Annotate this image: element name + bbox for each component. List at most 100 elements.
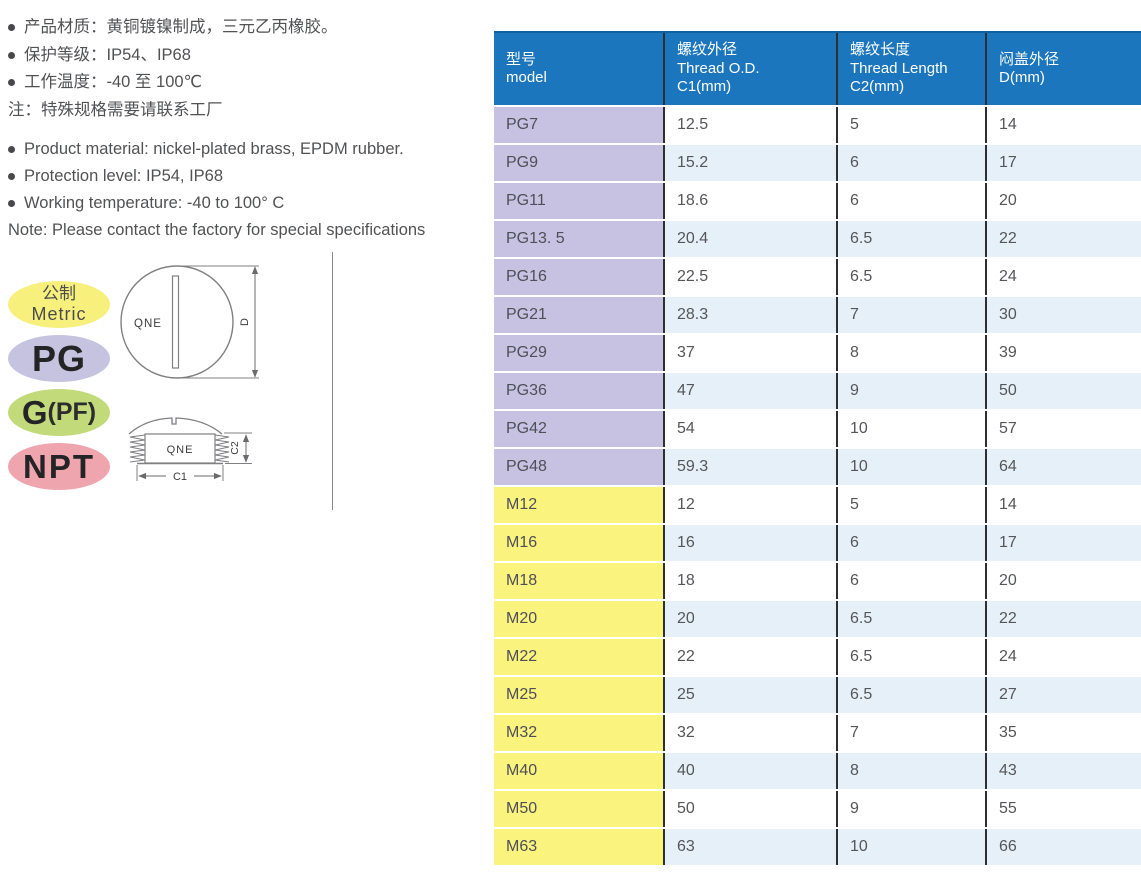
brand-label: QNE [134, 318, 162, 330]
thread-right [214, 434, 230, 463]
note-text: 保护等级：IP54、IP68 [24, 45, 191, 64]
note-line-en: Protection level: IP54, IP68 [8, 163, 425, 190]
model-cell: PG7 [494, 106, 664, 145]
c2-cell: 6 [836, 182, 986, 221]
table-row: PG48 59.3 10 64 [494, 448, 1141, 487]
c2-cell: 6 [836, 562, 986, 601]
english-notes: Product material: nickel-plated brass, E… [8, 136, 425, 244]
d-cell: 55 [985, 790, 1141, 829]
badge-gpf-paren: (PF) [47, 398, 97, 426]
badge-npt-label: NPT [23, 448, 95, 485]
side-view-drawing: C1 QNE C2 [128, 417, 252, 483]
table-row: PG36 47 9 50 [494, 372, 1141, 411]
c1-cell: 25 [663, 676, 837, 715]
bullet-icon [8, 173, 15, 181]
table-row: PG13. 5 20.4 6.5 22 [494, 220, 1141, 259]
note-line-cn: 保护等级：IP54、IP68 [8, 42, 425, 70]
model-cell: M40 [494, 752, 664, 791]
c1-cell: 12.5 [663, 106, 837, 145]
c2-cell: 6.5 [836, 258, 986, 297]
c1-cell: 28.3 [663, 296, 837, 335]
c1-cell: 54 [663, 410, 837, 449]
d-cell: 24 [985, 258, 1141, 297]
table-row: PG11 18.6 6 20 [494, 182, 1141, 221]
table-row: M50 50 9 55 [494, 790, 1141, 829]
d-cell: 43 [985, 752, 1141, 791]
c1-cell: 18 [663, 562, 837, 601]
model-cell: M25 [494, 676, 664, 715]
c2-cell: 6.5 [836, 600, 986, 639]
d-cell: 27 [985, 676, 1141, 715]
c1-cell: 20.4 [663, 220, 837, 259]
table-row: M18 18 6 20 [494, 562, 1141, 601]
model-cell: M32 [494, 714, 664, 753]
thread-standard-badges: 公制 Metric PG G (PF) NPT [8, 281, 110, 497]
c2-cell: 7 [836, 296, 986, 335]
d-cell: 24 [985, 638, 1141, 677]
c2-cell: 7 [836, 714, 986, 753]
c1-cell: 15.2 [663, 144, 837, 183]
note-text: Protection level: IP54, IP68 [24, 167, 224, 186]
model-cell: PG21 [494, 296, 664, 335]
table-row: M32 32 7 35 [494, 714, 1141, 753]
note-text: 注：特殊规格需要请联系工厂 [8, 100, 223, 119]
extension-lines-c1 [136, 465, 224, 481]
cap-dome-outline [128, 417, 223, 435]
note-text: Note: Please contact the factory for spe… [8, 221, 426, 240]
c1-cell: 20 [663, 600, 837, 639]
note-line-en: Working temperature: -40 to 100° C [8, 190, 425, 217]
thread-left [129, 434, 146, 463]
brand-label: QNE [167, 444, 194, 456]
badge-metric: 公制 Metric [8, 281, 110, 328]
model-cell: PG16 [494, 258, 664, 297]
model-cell: M63 [494, 828, 664, 867]
c2-cell: 5 [836, 486, 986, 525]
dimension-label-c2: C2 [229, 441, 241, 455]
model-cell: PG48 [494, 448, 664, 487]
table-row: PG29 37 8 39 [494, 334, 1141, 373]
screw-slot [171, 275, 180, 369]
bullet-icon [8, 200, 15, 208]
d-cell: 30 [985, 296, 1141, 335]
dimension-label-d: D [239, 318, 251, 326]
model-cell: PG36 [494, 372, 664, 411]
model-cell: M18 [494, 562, 664, 601]
table-row: M40 40 8 43 [494, 752, 1141, 791]
d-cell: 14 [985, 106, 1141, 145]
note-line-cn: 产品材质：黄铜镀镍制成，三元乙丙橡胶。 [8, 14, 425, 42]
table-row: M25 25 6.5 27 [494, 676, 1141, 715]
model-cell: PG9 [494, 144, 664, 183]
c1-cell: 12 [663, 486, 837, 525]
c1-cell: 22.5 [663, 258, 837, 297]
c1-cell: 18.6 [663, 182, 837, 221]
spec-table: 型号 model 螺纹外径 Thread O.D. C1(mm) 螺纹长度 Thread L… [494, 31, 1141, 867]
model-cell: PG11 [494, 182, 664, 221]
cap-body [144, 433, 216, 464]
d-cell: 57 [985, 410, 1141, 449]
model-cell: M50 [494, 790, 664, 829]
d-cell: 17 [985, 524, 1141, 563]
d-cell: 17 [985, 144, 1141, 183]
dimension-label-c1: C1 [173, 471, 187, 483]
bullet-icon [8, 24, 15, 32]
badge-pg-label: PG [31, 337, 86, 379]
c1-cell: 37 [663, 334, 837, 373]
front-view-drawing: QNE D [120, 265, 259, 379]
c1-cell: 47 [663, 372, 837, 411]
table-row: PG42 54 10 57 [494, 410, 1141, 449]
badge-gpf: G (PF) [8, 389, 110, 436]
model-cell: M16 [494, 524, 664, 563]
d-cell: 20 [985, 182, 1141, 221]
extension-lines-c2 [224, 432, 252, 464]
badge-npt: NPT [8, 443, 110, 490]
note-text: Working temperature: -40 to 100° C [24, 194, 285, 213]
bullet-icon [8, 79, 15, 87]
c2-cell: 6.5 [836, 676, 986, 715]
note-text: 产品材质：黄铜镀镍制成，三元乙丙橡胶。 [24, 18, 338, 36]
model-cell: M20 [494, 600, 664, 639]
note-text: 工作温度：-40 至 100℃ [24, 73, 203, 92]
table-row: M20 20 6.5 22 [494, 600, 1141, 639]
bullet-icon [8, 51, 15, 59]
notes-block: 产品材质：黄铜镀镍制成，三元乙丙橡胶。 保护等级：IP54、IP68 工作温度：… [8, 14, 425, 244]
c2-cell: 10 [836, 448, 986, 487]
